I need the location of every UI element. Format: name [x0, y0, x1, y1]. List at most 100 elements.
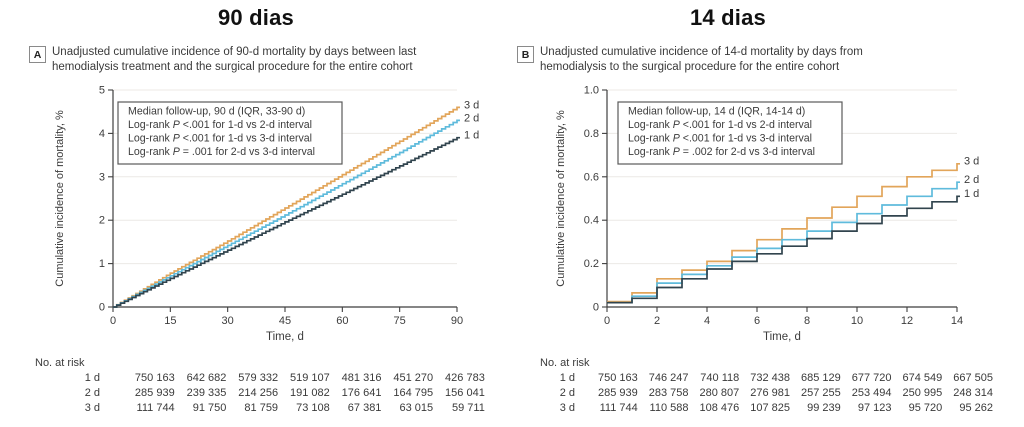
at-risk-value: 63 015 [399, 402, 434, 414]
axes: 0 0.2 0.4 0.6 0.8 1.0 0 2 4 6 8 10 12 14 [584, 85, 963, 328]
at-risk-value: 111 744 [599, 402, 638, 414]
panel-caption-14d: B Unadjusted cumulative incidence of 14-… [517, 45, 863, 75]
at-risk-table-90d: No. at risk 1 d 750 163 642 682 579 332 519 … [35, 356, 485, 416]
y-tick-label: 1.0 [584, 85, 599, 97]
legend-line: Log-rank P = .002 for 2-d vs 3-d interva… [628, 146, 815, 158]
at-risk-value: 59 711 [451, 402, 485, 414]
at-risk-row-label: 3 d [84, 402, 100, 414]
y-tick-label: 0 [593, 302, 599, 314]
spacer [575, 371, 587, 386]
legend-line: Median follow-up, 14 d (IQR, 14-14 d) [628, 106, 805, 118]
at-risk-value: 732 438 [750, 372, 790, 384]
at-risk-value: 239 335 [186, 387, 227, 399]
at-risk-value: 99 239 [807, 402, 841, 414]
x-tick-label: 0 [604, 315, 610, 327]
at-risk-value: 740 118 [700, 372, 740, 384]
series-line-2d [113, 119, 460, 308]
panel-letter-b: B [517, 46, 534, 63]
series-line-3d [607, 162, 960, 303]
at-risk-value: 110 588 [649, 402, 689, 414]
x-tick-label: 45 [279, 315, 291, 327]
series-line-2d [607, 181, 960, 304]
at-risk-value: 451 270 [393, 372, 434, 384]
x-tick-label: 8 [804, 315, 810, 327]
at-risk-value: 579 332 [238, 372, 279, 384]
series-end-label: 3 d [964, 156, 979, 168]
x-axis-label: Time, d [763, 331, 801, 343]
at-risk-value: 677 720 [851, 372, 892, 384]
series-end-label: 2 d [464, 112, 479, 124]
y-tick-label: 2 [99, 215, 105, 227]
at-risk-value: 191 082 [289, 387, 330, 399]
panel-caption-90d: A Unadjusted cumulative incidence of 90-… [29, 45, 416, 75]
y-tick-label: 3 [99, 171, 105, 183]
at-risk-header: No. at risk [35, 357, 85, 369]
y-tick-label: 0 [99, 302, 105, 314]
x-tick-label: 0 [110, 315, 116, 327]
at-risk-value: 81 759 [244, 402, 279, 414]
at-risk-value: 283 758 [648, 387, 689, 399]
at-risk-value: 481 316 [341, 372, 382, 384]
at-risk-value: 750 163 [597, 372, 638, 384]
y-tick-label: 5 [99, 85, 105, 97]
y-tick-label: 1 [99, 258, 105, 270]
at-risk-table-14d: No. at risk 1 d 750 163 746 247 740 118 732 … [540, 356, 993, 416]
x-tick-label: 75 [394, 315, 406, 327]
y-tick-label: 4 [99, 128, 105, 140]
legend-line: Log-rank P <.001 for 1-d vs 3-d interval [628, 133, 812, 145]
at-risk-value: 257 255 [800, 387, 841, 399]
at-risk-row: 3 d 111 744 110 588 108 476 107 825 99 239 97 … [540, 401, 993, 416]
x-tick-label: 30 [222, 315, 234, 327]
legend-line: Log-rank P <.001 for 1-d vs 2-d interval [628, 119, 812, 131]
spacer [575, 401, 587, 416]
x-tick-label: 10 [851, 315, 863, 327]
at-risk-value: 108 476 [699, 402, 740, 414]
series-end-label: 2 d [964, 174, 979, 186]
panel-title-14d: 14 dias [689, 5, 766, 30]
legend-box: Median follow-up, 14 d (IQR, 14-14 d)Log… [617, 101, 843, 165]
series-end-label: 1 d [964, 188, 979, 200]
at-risk-value: 67 381 [347, 402, 382, 414]
at-risk-row: 2 d 285 939 239 335 214 256 191 082 176 641 16… [35, 386, 485, 401]
at-risk-value: 214 256 [238, 387, 279, 399]
y-tick-label: 0.6 [584, 171, 599, 183]
at-risk-value: 280 807 [699, 387, 740, 399]
at-risk-value: 95 262 [959, 402, 993, 414]
at-risk-value: 176 641 [341, 387, 382, 399]
at-risk-row-label: 2 d [559, 387, 575, 399]
at-risk-value: 285 939 [597, 387, 638, 399]
at-risk-value: 674 549 [902, 372, 943, 384]
at-risk-value: 685 129 [800, 372, 841, 384]
x-tick-label: 4 [704, 315, 710, 327]
caption-line: hemodialysis treatment and the surgical … [52, 61, 413, 73]
panel-14d: 14 dias B Unadjusted cumulative incidenc… [512, 0, 1024, 427]
series-line-3d [113, 106, 460, 308]
panel-caption-text-a: Unadjusted cumulative incidence of 90-d … [52, 45, 416, 75]
caption-line: Unadjusted cumulative incidence of 90-d … [52, 46, 417, 58]
at-risk-row-label: 3 d [559, 402, 575, 414]
at-risk-value: 426 783 [445, 372, 485, 384]
x-tick-label: 15 [164, 315, 176, 327]
at-risk-value: 73 108 [296, 402, 330, 414]
at-risk-value: 107 825 [750, 402, 790, 414]
panel-title-90d: 90 dias [217, 5, 294, 30]
at-risk-value: 276 981 [750, 387, 790, 399]
legend-line: Median follow-up, 90 d (IQR, 33-90 d) [128, 106, 305, 118]
spacer [100, 386, 123, 401]
at-risk-row: 1 d 750 163 746 247 740 118 732 438 685 129 67… [540, 371, 993, 386]
x-tick-label: 12 [901, 315, 913, 327]
x-tick-label: 2 [654, 315, 660, 327]
series-line-1d [113, 136, 460, 308]
caption-line: hemodialysis to the surgical procedure f… [540, 61, 840, 73]
chart-14d: 0 0.2 0.4 0.6 0.8 1.0 0 2 4 6 8 10 12 14 Time, d Cumula… [555, 85, 979, 344]
y-tick-label: 0.4 [584, 215, 599, 227]
at-risk-value: 253 494 [851, 387, 892, 399]
at-risk-row-label: 1 d [84, 372, 100, 384]
at-risk-row: 2 d 285 939 283 758 280 807 276 981 257 255 25… [540, 386, 993, 401]
x-axis-label: Time, d [266, 331, 304, 343]
at-risk-header: No. at risk [540, 357, 590, 369]
series-line-1d [607, 195, 960, 304]
at-risk-value: 667 505 [953, 372, 993, 384]
